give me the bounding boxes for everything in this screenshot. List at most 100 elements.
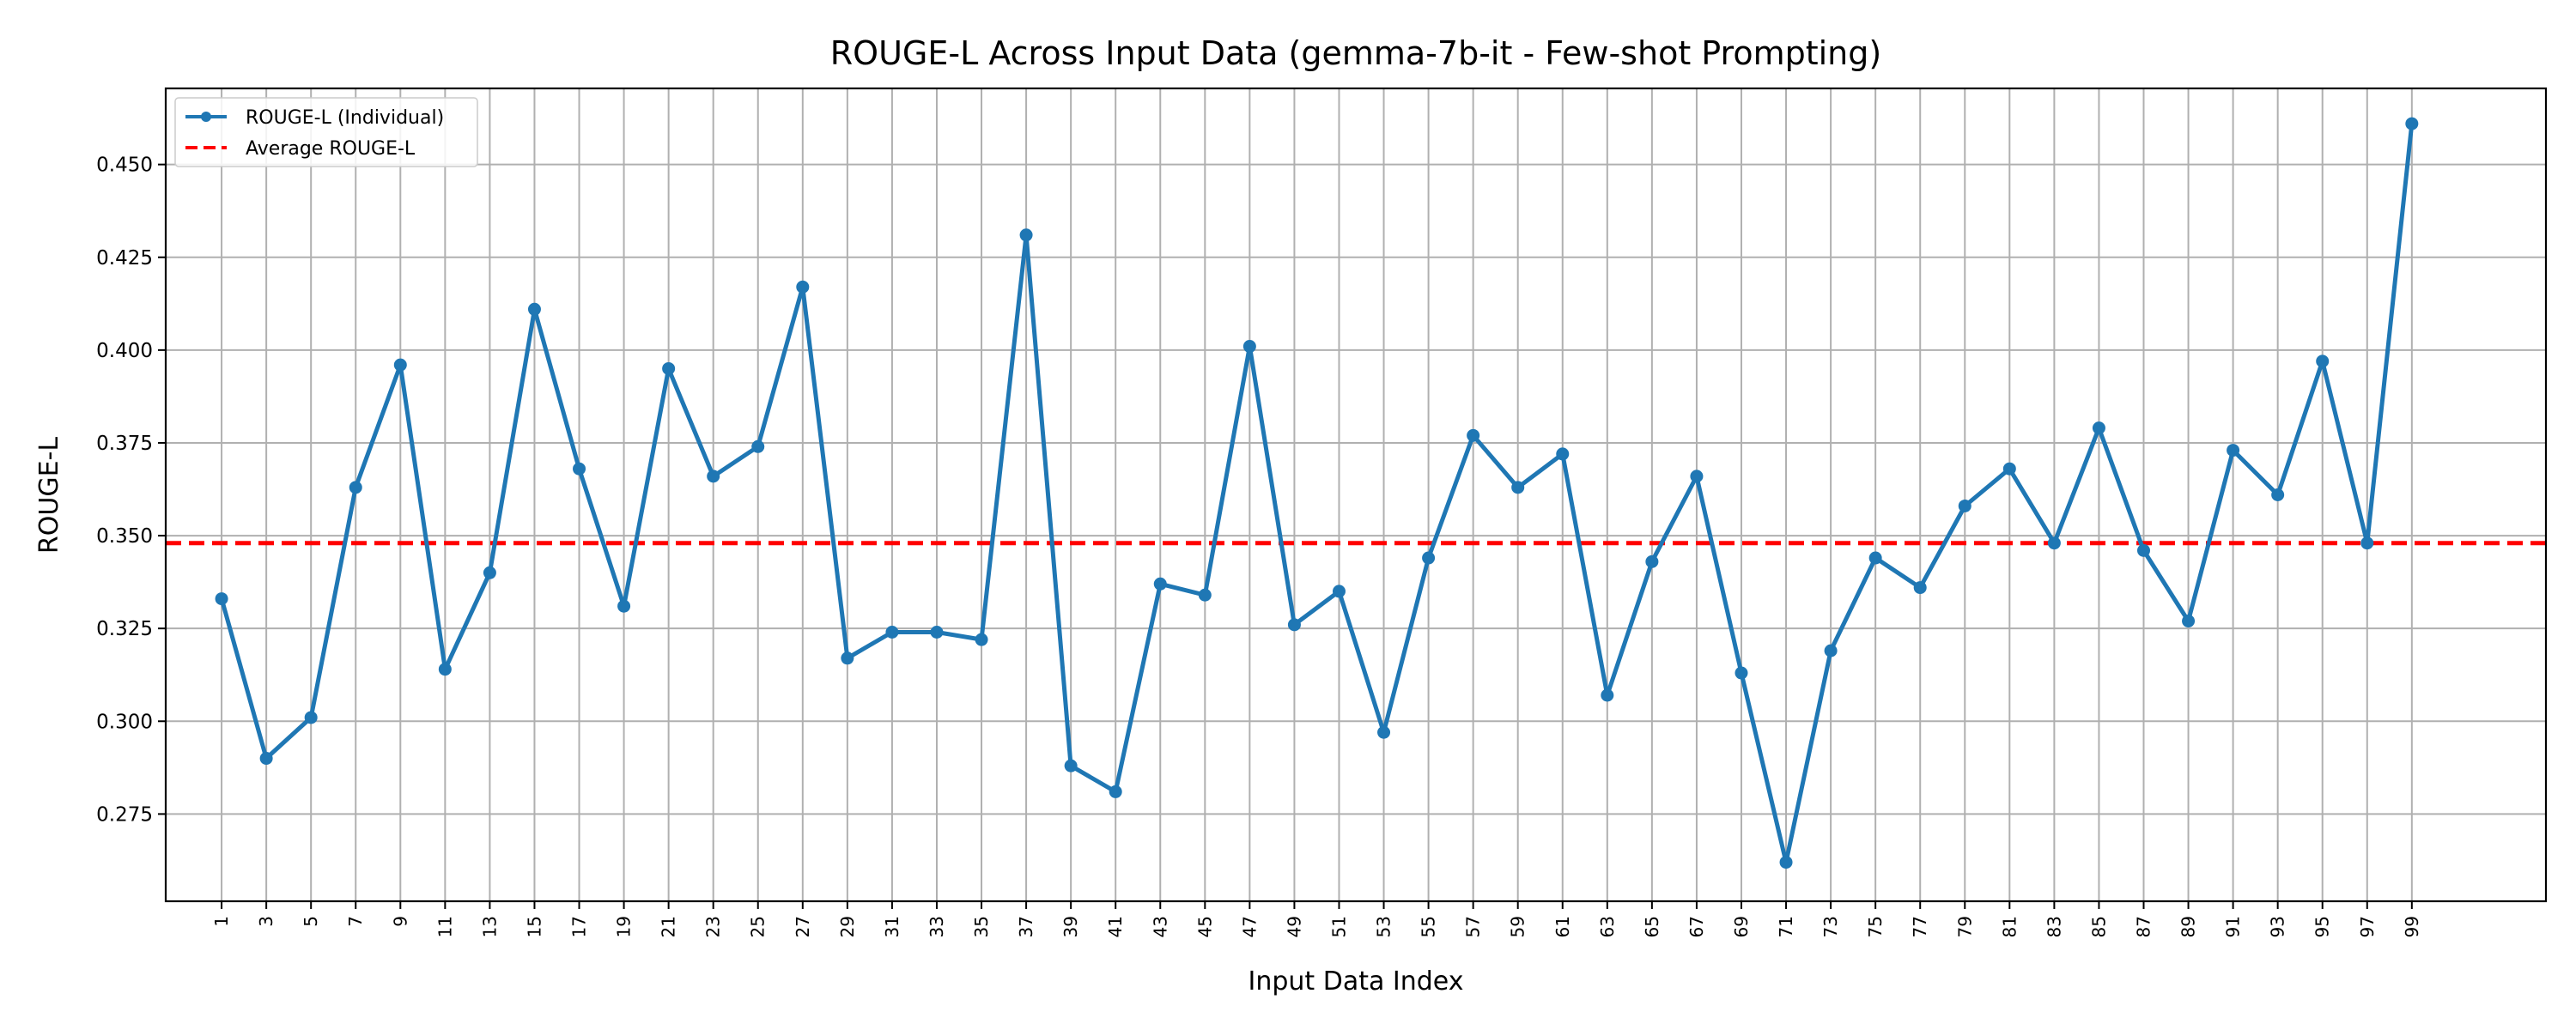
- data-point: [2136, 543, 2150, 557]
- data-point: [930, 625, 944, 639]
- x-tick-label: 43: [1150, 916, 1170, 937]
- x-tick-label: 5: [301, 916, 321, 927]
- y-tick-label: 0.300: [96, 711, 153, 733]
- data-point: [2092, 421, 2105, 435]
- x-tick-label: 7: [345, 916, 366, 927]
- data-point: [2405, 117, 2419, 130]
- x-tick-label: 51: [1328, 916, 1349, 937]
- x-axis-label: Input Data Index: [1249, 966, 1464, 997]
- x-tick-label: 77: [1910, 916, 1930, 937]
- data-point: [1601, 688, 1614, 702]
- data-point: [1153, 577, 1167, 591]
- x-tick-label: 99: [2402, 916, 2422, 937]
- data-point: [1779, 856, 1793, 869]
- data-point: [215, 592, 228, 606]
- x-tick-label: 23: [703, 916, 724, 937]
- x-tick-label: 47: [1239, 916, 1260, 937]
- data-point: [259, 752, 273, 766]
- x-tick-label: 17: [569, 916, 590, 937]
- data-point: [1019, 228, 1033, 242]
- y-axis-label: ROUGE-L: [34, 437, 64, 554]
- data-point: [1556, 447, 1570, 461]
- x-tick-label: 61: [1552, 916, 1573, 937]
- legend-marker-individual: [201, 112, 211, 122]
- x-tick-label: 81: [1999, 916, 2020, 937]
- x-tick-label: 3: [256, 916, 276, 927]
- x-tick-label: 93: [2268, 916, 2288, 937]
- x-tick-label: 73: [1820, 916, 1841, 937]
- data-point: [2182, 615, 2196, 628]
- data-point: [483, 566, 496, 579]
- data-point: [393, 358, 407, 372]
- y-tick-label: 0.425: [96, 247, 153, 270]
- data-point: [304, 711, 318, 724]
- x-tick-label: 67: [1686, 916, 1707, 937]
- legend-frame: [174, 97, 478, 167]
- data-point: [2316, 354, 2330, 368]
- x-tick-label: 37: [1016, 916, 1036, 937]
- x-tick-label: 39: [1060, 916, 1081, 937]
- x-tick-label: 13: [479, 916, 500, 937]
- x-tick-label: 69: [1731, 916, 1752, 937]
- data-point: [573, 462, 586, 476]
- data-point: [1735, 666, 1748, 680]
- x-tick-label: 59: [1508, 916, 1528, 937]
- rouge-l-line: [219, 123, 2415, 865]
- x-tick-label: 19: [614, 916, 635, 937]
- x-tick-label: 65: [1642, 916, 1662, 937]
- y-tick-label: 0.400: [96, 340, 153, 362]
- x-tick-label: 71: [1776, 916, 1796, 937]
- data-point: [617, 599, 631, 613]
- x-tick-label: 63: [1597, 916, 1618, 937]
- data-point: [796, 280, 810, 294]
- data-point: [2002, 462, 2016, 476]
- data-point: [2360, 536, 2374, 550]
- x-tick-label: 11: [434, 916, 455, 937]
- x-tick-label: 45: [1194, 916, 1215, 937]
- data-point: [1868, 551, 1882, 565]
- legend-label-individual: ROUGE-L (Individual): [246, 107, 444, 129]
- data-point: [1287, 618, 1301, 632]
- x-tick-label: 27: [793, 916, 813, 937]
- data-point: [349, 481, 362, 494]
- x-tick-label: 35: [971, 916, 992, 937]
- y-tick-label: 0.375: [96, 433, 153, 455]
- x-tick-label: 83: [2044, 916, 2064, 937]
- data-point: [2271, 488, 2285, 501]
- data-point: [975, 633, 988, 646]
- data-point: [1467, 428, 1480, 442]
- data-point: [707, 470, 720, 483]
- x-tick-label: 49: [1284, 916, 1304, 937]
- x-tick-label: 15: [524, 916, 544, 937]
- data-point: [1109, 785, 1122, 798]
- y-tick-label: 0.325: [96, 618, 153, 640]
- data-point: [527, 302, 541, 316]
- x-tick-label: 95: [2312, 916, 2333, 937]
- x-tick-label: 97: [2357, 916, 2378, 937]
- legend: ROUGE-L (Individual) Average ROUGE-L: [174, 97, 478, 167]
- x-tick-label: 89: [2178, 916, 2199, 937]
- series-individual: [215, 117, 2419, 869]
- x-tick-label: 41: [1105, 916, 1126, 937]
- legend-label-average: Average ROUGE-L: [246, 138, 416, 160]
- chart-title: ROUGE-L Across Input Data (gemma-7b-it -…: [830, 34, 1881, 72]
- x-axis-ticks: 1 3 5 7 9 11 13 15 17 19 21 23 25 27 29 31 33 35 37 39 41 43 4…: [211, 901, 2422, 937]
- data-point: [1645, 554, 1659, 568]
- x-tick-label: 9: [390, 916, 410, 927]
- data-point: [751, 439, 765, 453]
- x-tick-label: 91: [2223, 916, 2244, 937]
- data-point: [2227, 444, 2240, 457]
- data-point: [1198, 588, 1212, 602]
- x-tick-label: 85: [2088, 916, 2109, 937]
- x-tick-label: 25: [748, 916, 769, 937]
- x-tick-label: 87: [2133, 916, 2154, 937]
- y-tick-label: 0.275: [96, 803, 153, 826]
- data-point: [1064, 759, 1078, 772]
- x-tick-label: 21: [659, 916, 679, 937]
- x-tick-label: 75: [1865, 916, 1886, 937]
- x-tick-label: 55: [1419, 916, 1439, 937]
- data-point: [662, 361, 676, 375]
- x-tick-label: 33: [927, 916, 947, 937]
- data-point: [1242, 340, 1256, 354]
